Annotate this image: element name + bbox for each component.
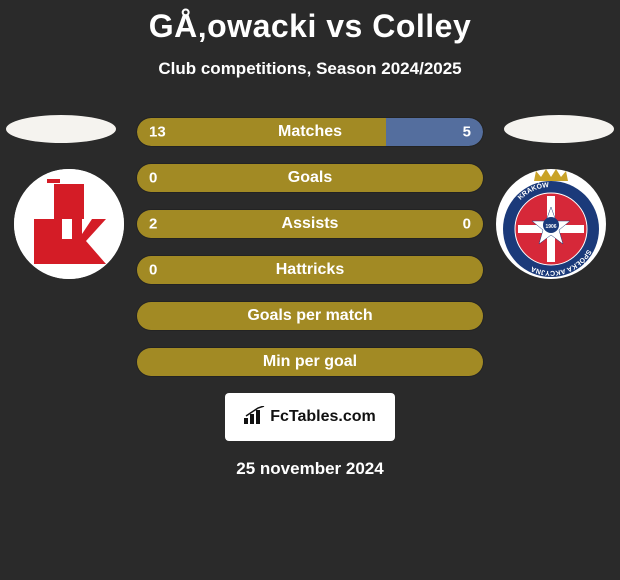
stat-bar: Hattricks0 <box>136 255 484 285</box>
bar-value-right: 0 <box>463 216 471 233</box>
stat-bar: Matches13 5 <box>136 117 484 147</box>
bar-value-left: 13 <box>149 124 166 141</box>
team-logo-left <box>14 169 124 279</box>
lks-logo-icon <box>14 169 124 279</box>
svg-text:1906: 1906 <box>545 224 556 230</box>
bar-label: Matches <box>137 123 483 141</box>
bar-value-left: 0 <box>149 170 157 187</box>
player-photo-left <box>6 115 116 143</box>
date-label: 25 november 2024 <box>0 459 620 479</box>
bar-label: Hattricks <box>137 261 483 279</box>
page-title: GÅ‚owacki vs Colley <box>0 8 620 45</box>
bar-value-right: 5 <box>463 124 471 141</box>
watermark-text: FcTables.com <box>270 408 376 426</box>
subtitle: Club competitions, Season 2024/2025 <box>0 59 620 79</box>
wisla-logo-icon: 1906 KRAKÓW SPÓŁKA AKCYJNA <box>496 169 606 279</box>
bar-label: Assists <box>137 215 483 233</box>
bar-label: Goals <box>137 169 483 187</box>
stat-bar: Goals per match <box>136 301 484 331</box>
watermark: FcTables.com <box>225 393 395 441</box>
bar-value-left: 0 <box>149 262 157 279</box>
player-photo-right <box>504 115 614 143</box>
stat-bar: Goals0 <box>136 163 484 193</box>
main-container: GÅ‚owacki vs Colley Club competitions, S… <box>0 0 620 479</box>
stat-bar: Assists2 0 <box>136 209 484 239</box>
chart-icon <box>244 406 266 429</box>
team-logo-right: 1906 KRAKÓW SPÓŁKA AKCYJNA <box>496 169 606 279</box>
bar-label: Min per goal <box>137 353 483 371</box>
stats-area: 1906 KRAKÓW SPÓŁKA AKCYJNA Matches13 5 Goa… <box>0 117 620 377</box>
stat-bar: Min per goal <box>136 347 484 377</box>
comparison-bars: Matches135Goals0Assists20Hattricks0Goals… <box>136 117 484 377</box>
bar-label: Goals per match <box>137 307 483 325</box>
bar-value-left: 2 <box>149 216 157 233</box>
